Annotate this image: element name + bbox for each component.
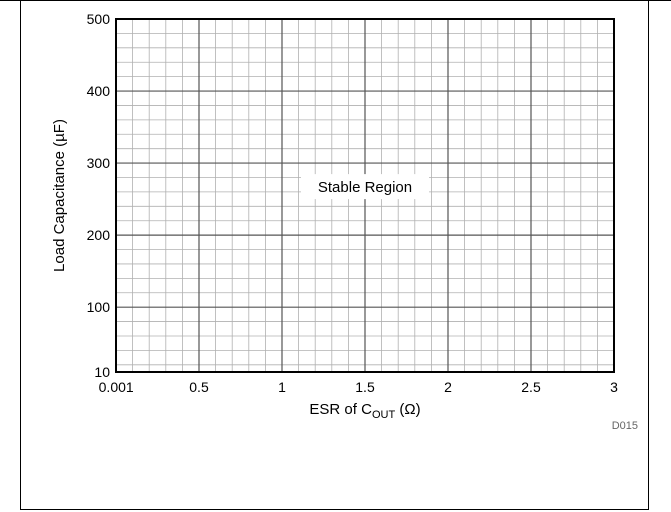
figure-frame <box>20 0 649 510</box>
major-grid <box>116 19 614 372</box>
y-axis-label: Load Capacitance (µF) <box>51 119 68 272</box>
x-tick-label: 2.5 <box>521 379 541 395</box>
x-tick-label: 0.5 <box>189 379 209 395</box>
x-tick-label: 3 <box>610 379 618 395</box>
y-tick-labels: 10 100 200 300 400 500 <box>87 11 111 380</box>
y-tick-label: 300 <box>87 155 111 171</box>
x-tick-label: 0.001 <box>99 379 134 395</box>
x-tick-label: 1.5 <box>355 379 375 395</box>
x-axis-label: ESR of COUT (Ω) <box>309 401 420 421</box>
y-tick-label: 400 <box>87 83 111 99</box>
y-tick-label: 500 <box>87 11 111 27</box>
x-tick-label: 1 <box>278 379 286 395</box>
x-axis-label-subscript: OUT <box>372 409 396 421</box>
y-tick-label: 10 <box>94 364 110 380</box>
annotation-box <box>301 174 429 200</box>
figure-code: D015 <box>612 420 638 432</box>
plot-border <box>115 18 615 373</box>
x-tick-label: 2 <box>444 379 452 395</box>
x-axis-label-unit: (Ω) <box>399 401 420 418</box>
x-tick-labels: 0.001 0.5 1 1.5 2 2.5 3 <box>99 379 618 395</box>
x-axis-label-main: ESR of C <box>309 401 372 418</box>
y-tick-label: 100 <box>87 299 111 315</box>
annotation-stable-region: Stable Region <box>318 179 412 196</box>
y-tick-label: 200 <box>87 227 111 243</box>
top-rule <box>0 0 671 1</box>
